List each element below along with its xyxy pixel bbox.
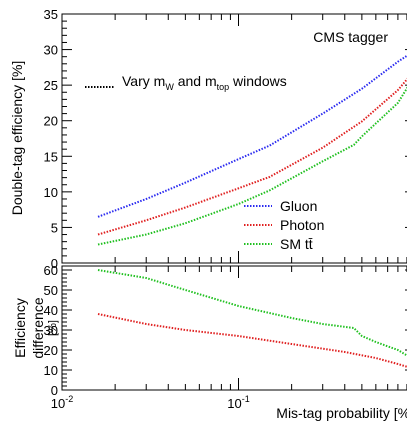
legend-vary-middle: and m	[174, 73, 217, 89]
legend-label-3: SM tt̄	[280, 236, 313, 252]
x-tick-label-1e-2: 10-2	[51, 394, 73, 411]
main-y-tick-label: 25	[44, 78, 58, 93]
ratio-plot-frame	[61, 265, 407, 391]
main-y-ticks: 0 5 10 15 20 25 30 35	[44, 7, 407, 271]
series-legend: Gluon Photon SM tt̄	[244, 198, 324, 252]
main-series-photon-line	[97, 77, 407, 236]
legend-vary-prefix: Vary m	[122, 73, 165, 89]
main-y-tick-label: 15	[44, 149, 58, 164]
x-tick-label-1e-1: 10-1	[227, 394, 249, 411]
ratio-series-sm-tt-line	[97, 269, 407, 357]
ratio-y-tick-label: 10	[44, 363, 58, 378]
ratio-y-tick-label: 50	[44, 283, 58, 298]
ratio-y-tick-label: 30	[44, 323, 58, 338]
legend-vary-suffix: windows	[229, 73, 287, 89]
tagger-annotation: CMS tagger	[313, 29, 388, 45]
ratio-y-tick-label: 0	[51, 383, 58, 398]
ratio-series-photon-line	[97, 313, 407, 368]
main-plot-frame	[61, 13, 407, 264]
main-series-group	[97, 54, 407, 246]
ratio-y-tick-label: 40	[44, 303, 58, 318]
ratio-y-label-line2: difference	[30, 297, 46, 358]
main-y-tick-label: 10	[44, 185, 58, 200]
ratio-y-label-unit: [%]	[47, 320, 59, 336]
legend-vary-sub2: top	[217, 82, 230, 92]
legend-vary-label: Vary mW and mtop windows	[122, 73, 287, 92]
ratio-y-ticks: 0 10 20 30 40 50 60	[44, 263, 407, 398]
main-y-axis-label: Double-tag efficiency [%]	[9, 61, 25, 216]
main-series-gluon-line	[97, 54, 407, 218]
ratio-series-group	[97, 269, 407, 368]
main-y-tick-label: 30	[44, 43, 58, 58]
legend-label-2: Photon	[280, 217, 324, 233]
ratio-y-label-line1: Efficiency	[12, 298, 28, 358]
main-y-tick-label: 5	[51, 220, 58, 235]
main-y-tick-label: 20	[44, 114, 58, 129]
main-y-tick-label: 35	[44, 7, 58, 22]
legend-vary-sub1: W	[165, 82, 174, 92]
ratio-y-tick-label: 20	[44, 343, 58, 358]
ratio-y-tick-label: 60	[44, 263, 58, 278]
x-axis-label: Mis-tag probability [%]	[276, 405, 407, 421]
legend-label-1: Gluon	[280, 198, 317, 214]
main-series-sm-tt-line	[97, 86, 407, 246]
main-y-tick-label: 0	[51, 256, 58, 271]
